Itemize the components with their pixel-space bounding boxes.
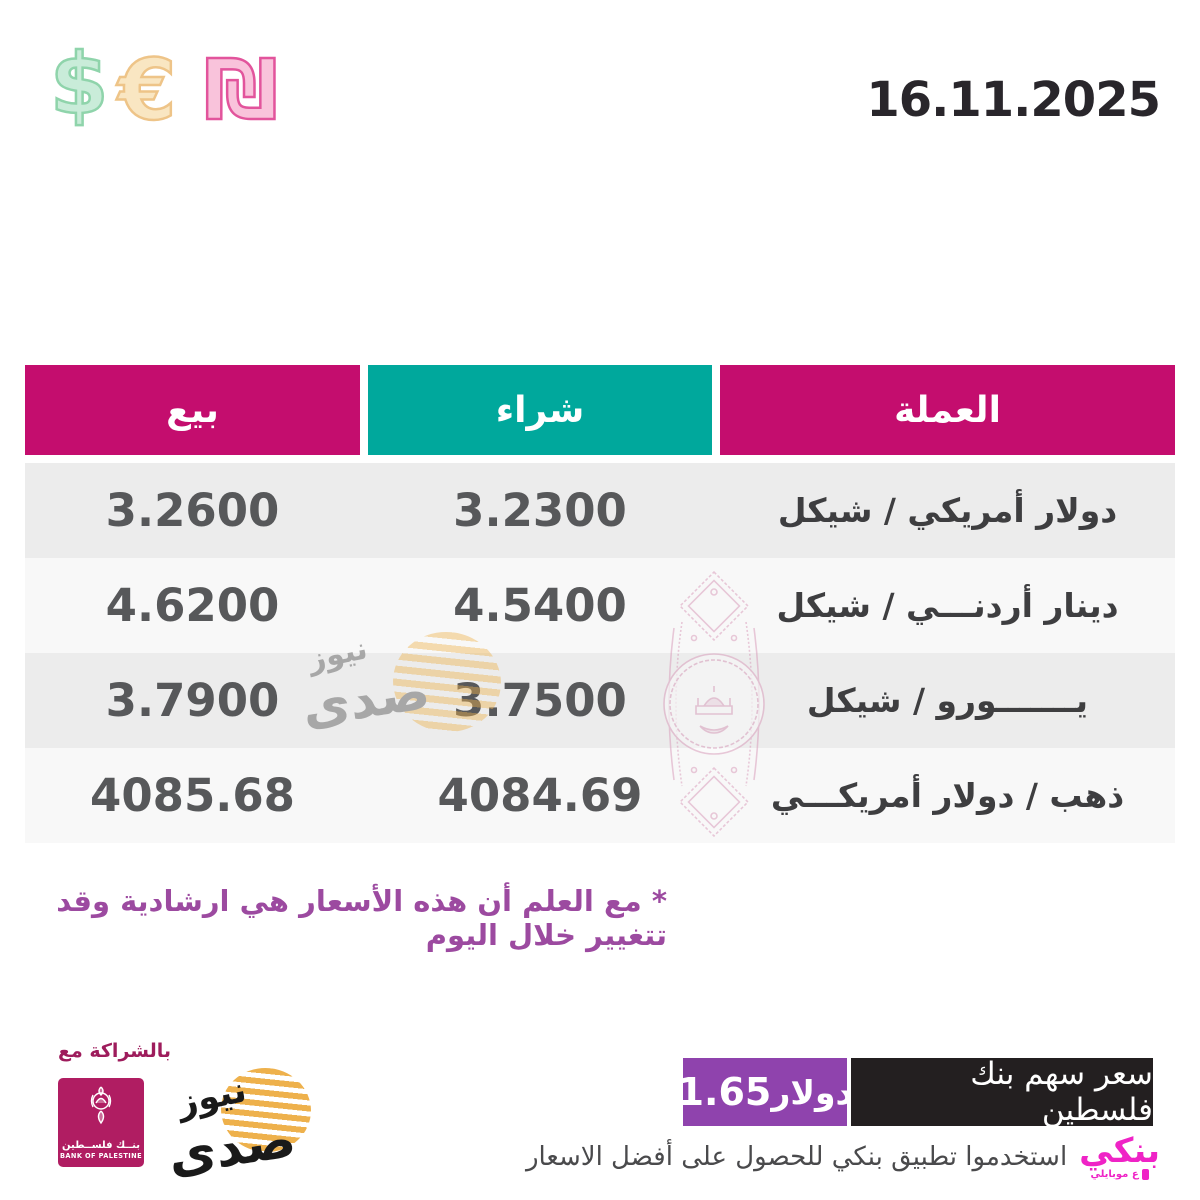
buy-value: 3.7500 xyxy=(453,674,627,727)
bank-name-arabic: بنــك فلســطين xyxy=(62,1140,140,1152)
phone-icon xyxy=(1141,1169,1149,1180)
bank-emblem-icon xyxy=(86,1083,116,1131)
table-header-row: بيع شراء العملة xyxy=(25,365,1175,455)
bank-of-palestine-logo: بنــك فلســطين BANK OF PALESTINE xyxy=(58,1078,144,1167)
sada-news-watermark: نيوز صدى xyxy=(298,626,506,740)
header-buy: شراء xyxy=(368,365,712,455)
stock-price-value-box: 1.65 دولار xyxy=(678,1058,852,1126)
date-label: 16.11.2025 xyxy=(866,72,1161,128)
table-row: 4.6200 4.5400 دينار أردنـــي / شيكل xyxy=(25,558,1175,653)
banki-sub-text: ع موبايلي xyxy=(1090,1168,1139,1180)
sada-word-main: صدى xyxy=(164,1109,300,1187)
banki-wordmark: بنكي xyxy=(1079,1131,1160,1171)
table-body: 3.2600 3.2300 دولار أمريكي / شيكل 4.6200… xyxy=(25,463,1175,843)
dollar-icon: $ xyxy=(49,35,110,133)
header-sell: بيع xyxy=(25,365,360,455)
sada-news-logo: نيوز صدى xyxy=(163,1060,316,1187)
partnership-label: بالشراكة مع xyxy=(58,1040,171,1062)
stock-price-unit: دولار xyxy=(771,1072,853,1112)
currency-label: ذهب / دولار أمريكـــي xyxy=(770,776,1125,815)
app-promo-text: استخدموا تطبيق بنكي للحصول على أفضل الاس… xyxy=(525,1142,1068,1172)
sell-value: 3.2600 xyxy=(105,484,280,537)
buy-value: 4.5400 xyxy=(453,579,627,632)
euro-icon: € xyxy=(117,41,178,139)
stock-price-value: 1.65 xyxy=(677,1070,772,1114)
rates-table: بيع شراء العملة 3.2600 3.2300 دولار أمري… xyxy=(25,365,1175,843)
table-row: 3.2600 3.2300 دولار أمريكي / شيكل xyxy=(25,463,1175,558)
banki-subline: ع موبايلي xyxy=(1090,1168,1149,1180)
table-row: 3.7900 3.7500 يـــــــورو / شيكل xyxy=(25,653,1175,748)
table-row: 4085.68 4084.69 ذهب / دولار أمريكـــي xyxy=(25,748,1175,843)
shekel-icon: ₪ xyxy=(203,43,280,138)
header-currency: العملة xyxy=(720,365,1175,455)
buy-value: 4084.69 xyxy=(437,769,643,822)
sell-value: 4.6200 xyxy=(105,579,280,632)
stock-price-label-box: سعر سهم بنك فلسطين xyxy=(851,1056,1153,1128)
bank-name-english: BANK OF PALESTINE xyxy=(60,1152,142,1161)
currency-label: يـــــــورو / شيكل xyxy=(806,681,1089,720)
stock-price-label: سعر سهم بنك فلسطين xyxy=(970,1056,1153,1128)
currency-label: دولار أمريكي / شيكل xyxy=(777,491,1118,530)
banki-logo: بنكي ع موبايلي xyxy=(1079,1134,1160,1180)
sada-word-main: صدى xyxy=(298,661,434,739)
advisory-note: * مع العلم أن هذه الأسعار هي ارشادية وقد… xyxy=(56,884,667,952)
sell-value: 4085.68 xyxy=(90,769,295,822)
buy-value: 3.2300 xyxy=(453,484,627,537)
sell-value: 3.7900 xyxy=(105,674,280,727)
currency-label: دينار أردنـــي / شيكل xyxy=(776,586,1119,625)
app-promo-line: بنكي ع موبايلي استخدموا تطبيق بنكي للحصو… xyxy=(526,1134,1160,1180)
